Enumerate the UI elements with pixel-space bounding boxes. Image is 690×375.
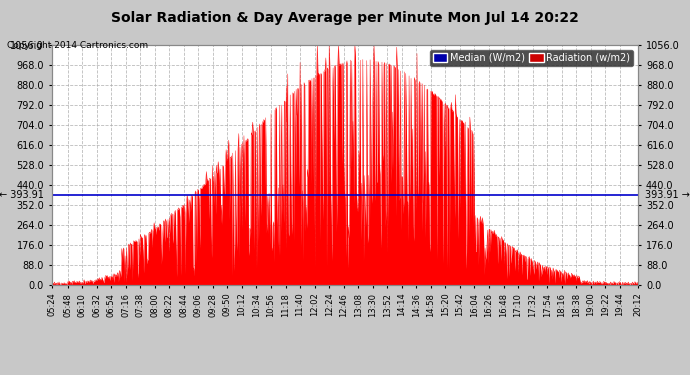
Text: ← 393.91: ← 393.91 [0,190,44,201]
Legend: Median (W/m2), Radiation (w/m2): Median (W/m2), Radiation (w/m2) [430,50,633,66]
Text: Solar Radiation & Day Average per Minute Mon Jul 14 20:22: Solar Radiation & Day Average per Minute… [111,11,579,25]
Text: 393.91 →: 393.91 → [645,190,690,201]
Text: Copyright 2014 Cartronics.com: Copyright 2014 Cartronics.com [7,41,148,50]
